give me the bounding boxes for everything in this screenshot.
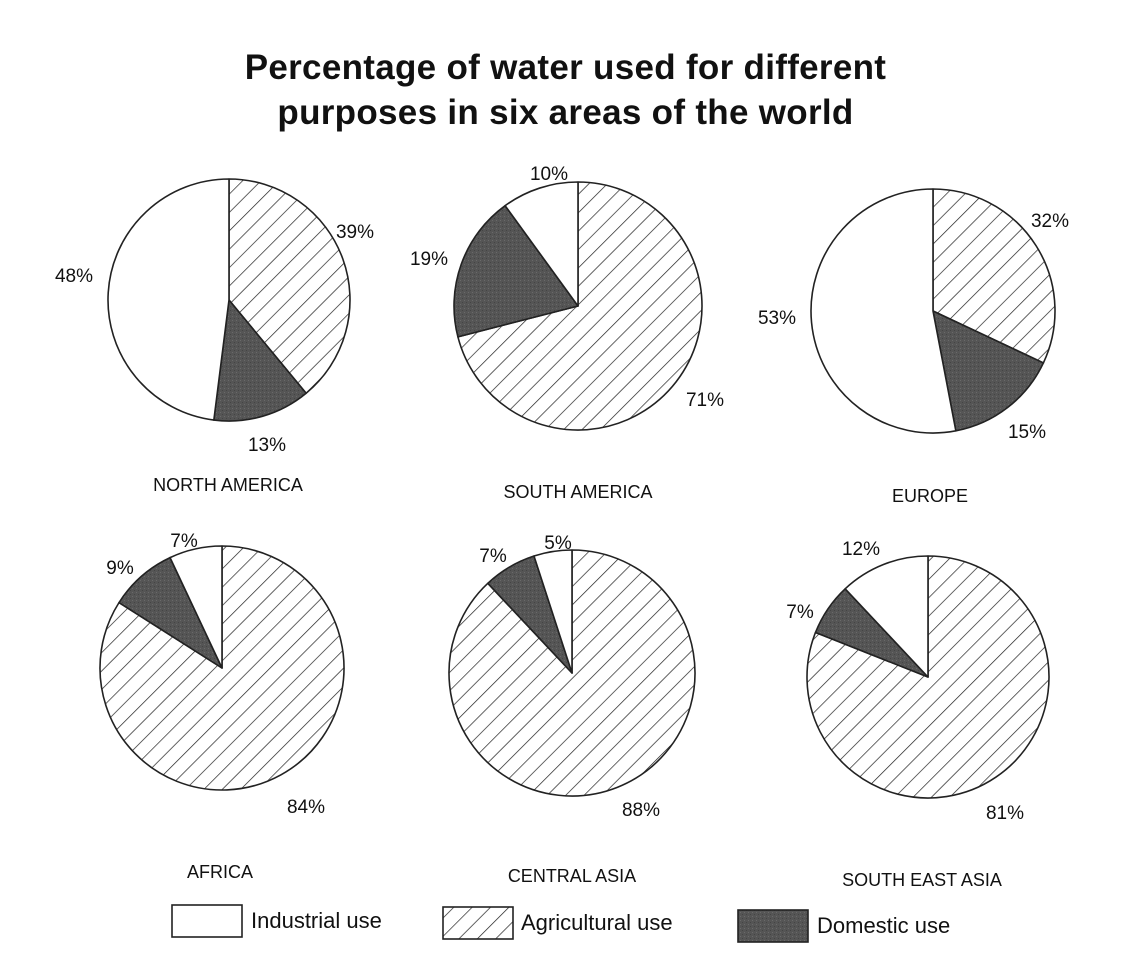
region-name-north-america: NORTH AMERICA (153, 475, 303, 495)
slice-north-america-domestic-use (213, 299, 307, 422)
pie-north-america: 39% 13% 48% NORTH AMERICA (55, 178, 374, 495)
region-name-south-america: SOUTH AMERICA (503, 482, 652, 502)
region-name-africa: AFRICA (187, 862, 253, 882)
label-africa-agricultural-use: 84% (287, 797, 325, 818)
label-central-asia-domestic-use: 7% (479, 546, 507, 567)
label-south-america-industrial-use: 10% (530, 164, 568, 185)
label-north-america-agricultural-use: 39% (336, 222, 374, 243)
slice-africa-industrial-use (169, 545, 223, 669)
pie-south-east-asia: 81% 7% 12% SOUTH EAST ASIA (786, 539, 1050, 890)
label-north-america-industrial-use: 48% (55, 266, 93, 287)
region-name-europe: EUROPE (892, 486, 968, 506)
label-central-asia-agricultural-use: 88% (622, 800, 660, 821)
pie-europe: 32% 15% 53% EUROPE (758, 188, 1069, 506)
label-europe-domestic-use: 15% (1008, 422, 1046, 443)
region-name-central-asia: CENTRAL ASIA (508, 866, 636, 886)
slice-south-america-domestic-use (453, 204, 579, 338)
slice-north-america-agricultural-use (228, 178, 351, 395)
label-south-america-domestic-use: 19% (410, 249, 448, 270)
label-africa-industrial-use: 7% (170, 531, 198, 552)
slice-north-america-industrial-use (107, 178, 230, 421)
slice-south-america-industrial-use (504, 181, 579, 307)
slice-europe-industrial-use (810, 188, 957, 434)
label-europe-agricultural-use: 32% (1031, 211, 1069, 232)
label-south-east-asia-agricultural-use: 81% (986, 803, 1024, 824)
region-name-south-east-asia: SOUTH EAST ASIA (842, 870, 1002, 890)
chart-title-line-1: Percentage of water used for different (244, 48, 887, 87)
slice-europe-agricultural-use (932, 188, 1056, 364)
slice-central-asia-industrial-use (533, 549, 573, 674)
legend-swatch-industrial-use (171, 904, 243, 938)
slice-south-east-asia-industrial-use (844, 555, 929, 678)
label-south-america-agricultural-use: 71% (686, 390, 724, 411)
legend-label-domestic-use: Domestic use (817, 913, 950, 938)
chart-title-line-2: purposes in six areas of the world (277, 93, 854, 132)
pie-south-america: 71% 19% 10% SOUTH AMERICA (410, 164, 724, 502)
legend-label-agricultural-use: Agricultural use (521, 910, 673, 935)
label-north-america-domestic-use: 13% (248, 435, 286, 456)
legend-swatch-agricultural-use (442, 906, 514, 940)
label-africa-domestic-use: 9% (106, 558, 134, 579)
label-central-asia-industrial-use: 5% (544, 533, 572, 554)
slice-europe-domestic-use (932, 310, 1045, 432)
legend-label-industrial-use: Industrial use (251, 908, 382, 933)
pie-central-asia: 88% 7% 5% CENTRAL ASIA (448, 533, 696, 886)
legend-swatch-domestic-use (737, 909, 809, 943)
slice-south-america-agricultural-use (457, 181, 703, 431)
label-south-east-asia-industrial-use: 12% (842, 539, 880, 560)
label-europe-industrial-use: 53% (758, 308, 796, 329)
pie-africa: 84% 9% 7% AFRICA (99, 531, 345, 882)
label-south-east-asia-domestic-use: 7% (786, 602, 814, 623)
